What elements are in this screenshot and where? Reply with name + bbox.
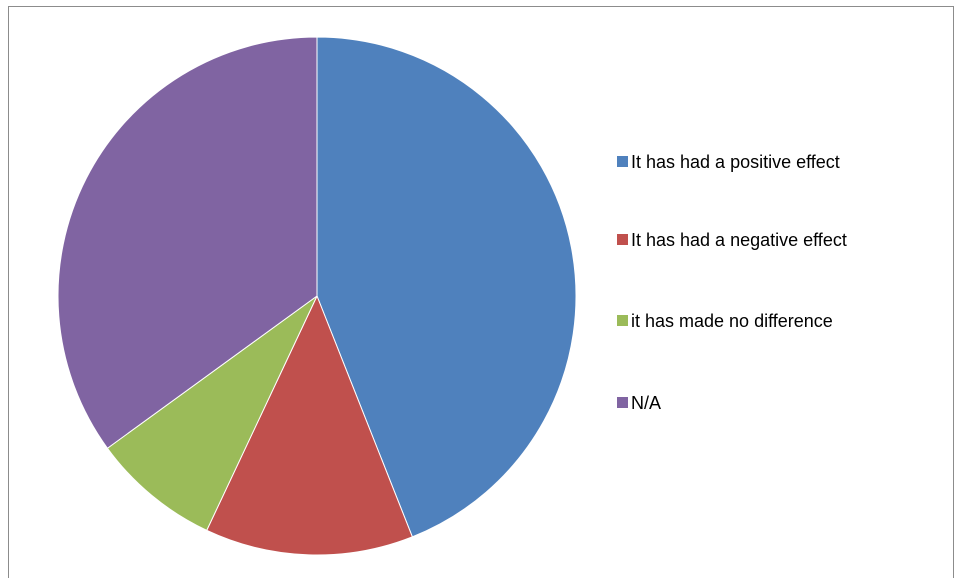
legend-item-na: N/A xyxy=(617,390,931,416)
pie-slice-negative xyxy=(206,294,413,556)
legend-label-positive: It has had a positive effect xyxy=(631,152,840,172)
pie-slice-no-difference xyxy=(106,295,318,532)
legend-item-positive: It has had a positive effect xyxy=(617,149,931,175)
pie-chart xyxy=(57,36,577,556)
pie-slice-na xyxy=(57,36,318,449)
legend-swatch-negative xyxy=(617,234,628,245)
legend-item-negative: It has had a negative effect xyxy=(617,227,886,253)
legend-label-negative: It has had a negative effect xyxy=(631,230,847,250)
chart-frame: It has had a positive effect It has had … xyxy=(8,6,954,578)
legend-swatch-no-difference xyxy=(617,315,628,326)
pie-slice-positive xyxy=(316,36,577,538)
legend-swatch-na xyxy=(617,397,628,408)
legend-label-no-difference: it has made no difference xyxy=(631,311,833,331)
legend-label-na: N/A xyxy=(631,393,662,413)
legend-item-no-difference: it has made no difference xyxy=(617,308,931,334)
legend-swatch-positive xyxy=(617,156,628,167)
pie-slices xyxy=(57,36,577,556)
